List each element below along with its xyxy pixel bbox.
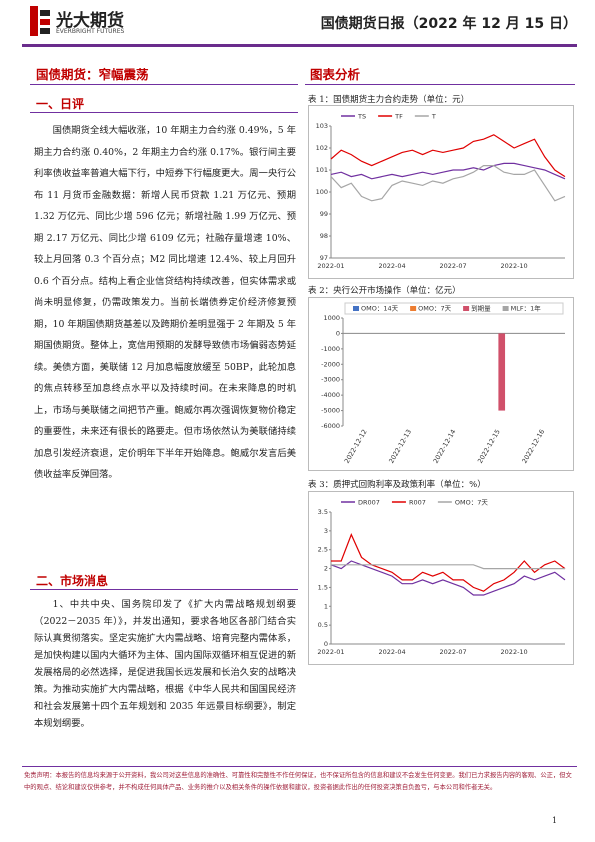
x-tick-label: 2022-01: [317, 648, 344, 656]
y-tick-label: -3000: [321, 376, 340, 384]
x-tick-label: 2022-07: [440, 262, 467, 270]
y-tick-label: 98: [320, 232, 328, 240]
logo-cn: 光大期货: [56, 11, 124, 31]
y-tick-label: 0: [336, 329, 340, 337]
y-tick-label: -1000: [321, 345, 340, 353]
x-tick-label: 2022-12-14: [432, 428, 458, 465]
line: [330, 162, 566, 180]
y-tick-label: 103: [316, 122, 328, 130]
legend-label: TF: [394, 113, 403, 121]
x-tick-label: 2022-04: [378, 648, 405, 656]
line: [331, 564, 565, 570]
chart: 0 0.5 1 1.5 2 2.5 3 3.5 DR007 R007 OMO：7天 2022-01 20…: [308, 491, 574, 665]
section-heading: 一、日评: [36, 97, 85, 111]
y-tick-label: 1000: [323, 314, 340, 322]
rule: [22, 766, 577, 767]
legend-label: MLF：1年: [511, 304, 542, 313]
x-tick-label: 2022-12-12: [343, 428, 369, 465]
chart-title: 表 2：央行公开市场操作（单位：亿元）: [308, 286, 461, 296]
rule: [30, 589, 298, 590]
line: [330, 165, 566, 202]
line: [330, 134, 566, 178]
rule: [30, 112, 298, 113]
y-tick-label: 1: [324, 602, 328, 610]
x-tick-label: 2022-10: [501, 648, 528, 656]
x-tick-label: 2022-12-13: [387, 428, 413, 465]
y-tick-label: 99: [320, 210, 328, 218]
legend-swatch: [410, 306, 417, 311]
header-rule: [22, 44, 577, 47]
chart-title: 表 1：国债期货主力合约走势（单位：元）: [308, 95, 470, 105]
x-tick-label: 2022-12-16: [520, 428, 546, 465]
paragraph: 国债期货全线大幅收涨，10 年期主力合约涨 0.49%，5 年期主力合约涨 0.…: [34, 125, 296, 480]
section-heading: 二、市场消息: [36, 574, 109, 588]
line: [331, 533, 566, 592]
paragraph: 1、中共中央、国务院印发了《扩大内需战略规划纲要（2022－2035 年）》，并…: [34, 599, 296, 729]
legend-swatch: [463, 306, 470, 311]
headline: 国债期货：窄幅震荡: [36, 67, 149, 82]
chart-heading: 图表分析: [310, 67, 361, 82]
x-tick-label: 2022-01: [317, 262, 344, 270]
y-tick-label: 3.5: [318, 508, 328, 516]
y-tick-label: 2.5: [318, 546, 328, 554]
report-title: 国债期货日报（2022 年 12 月 15 日）: [320, 16, 577, 32]
y-tick-label: -5000: [321, 407, 340, 415]
y-tick-label: 0.5: [318, 621, 328, 629]
x-tick-label: 2022-10: [501, 262, 528, 270]
rule: [30, 84, 298, 85]
chart-title: 表 3：质押式回购利率及政策利率（单位：%）: [308, 480, 486, 490]
y-tick-label: 101: [316, 166, 328, 174]
y-tick-label: 97: [320, 254, 328, 262]
line: [330, 560, 566, 596]
legend-label: OMO：7天: [455, 499, 488, 507]
legend-swatch: [353, 306, 359, 311]
y-tick-label: -6000: [321, 422, 340, 430]
legend-label: T: [431, 113, 436, 121]
bar: [498, 333, 506, 411]
chart: 97 98 99 100 101 102 103 TS TF T 2022-01 2022-04 202…: [308, 105, 574, 279]
page-number: 1: [552, 816, 558, 825]
legend-swatch: [502, 306, 509, 311]
disclaimer: 免责声明：本报告的信息均来源于公开资料，我公司对这些信息的准确性、可靠性和完整性…: [24, 772, 572, 791]
logo-en: EVERBRIGHT FUTURES: [56, 28, 125, 35]
legend-label: R007: [409, 499, 426, 507]
y-tick-label: -2000: [321, 360, 340, 368]
rule: [305, 84, 575, 85]
x-tick-label: 2022-04: [378, 262, 405, 270]
legend-box: [344, 302, 564, 315]
x-tick-label: 2022-12-15: [476, 428, 502, 465]
y-tick-label: -4000: [321, 391, 340, 399]
x-tick-label: 2022-07: [440, 648, 467, 656]
y-tick-label: 2: [324, 565, 328, 573]
legend-label: 到期量: [471, 305, 491, 313]
legend-label: OMO：7天: [418, 305, 451, 313]
y-tick-label: 102: [316, 144, 328, 152]
y-tick-label: 0: [324, 640, 328, 648]
y-tick-label: 1.5: [318, 583, 328, 591]
y-tick-label: 3: [324, 527, 328, 535]
chart: -6000 -5000 -4000 -3000 -2000 -1000 0 1000 OMO：1…: [308, 297, 574, 471]
logo-icon: [30, 6, 50, 36]
legend-label: OMO：14天: [361, 305, 399, 313]
legend-label: DR007: [358, 499, 380, 507]
legend-label: TS: [357, 113, 366, 121]
y-tick-label: 100: [316, 188, 328, 196]
